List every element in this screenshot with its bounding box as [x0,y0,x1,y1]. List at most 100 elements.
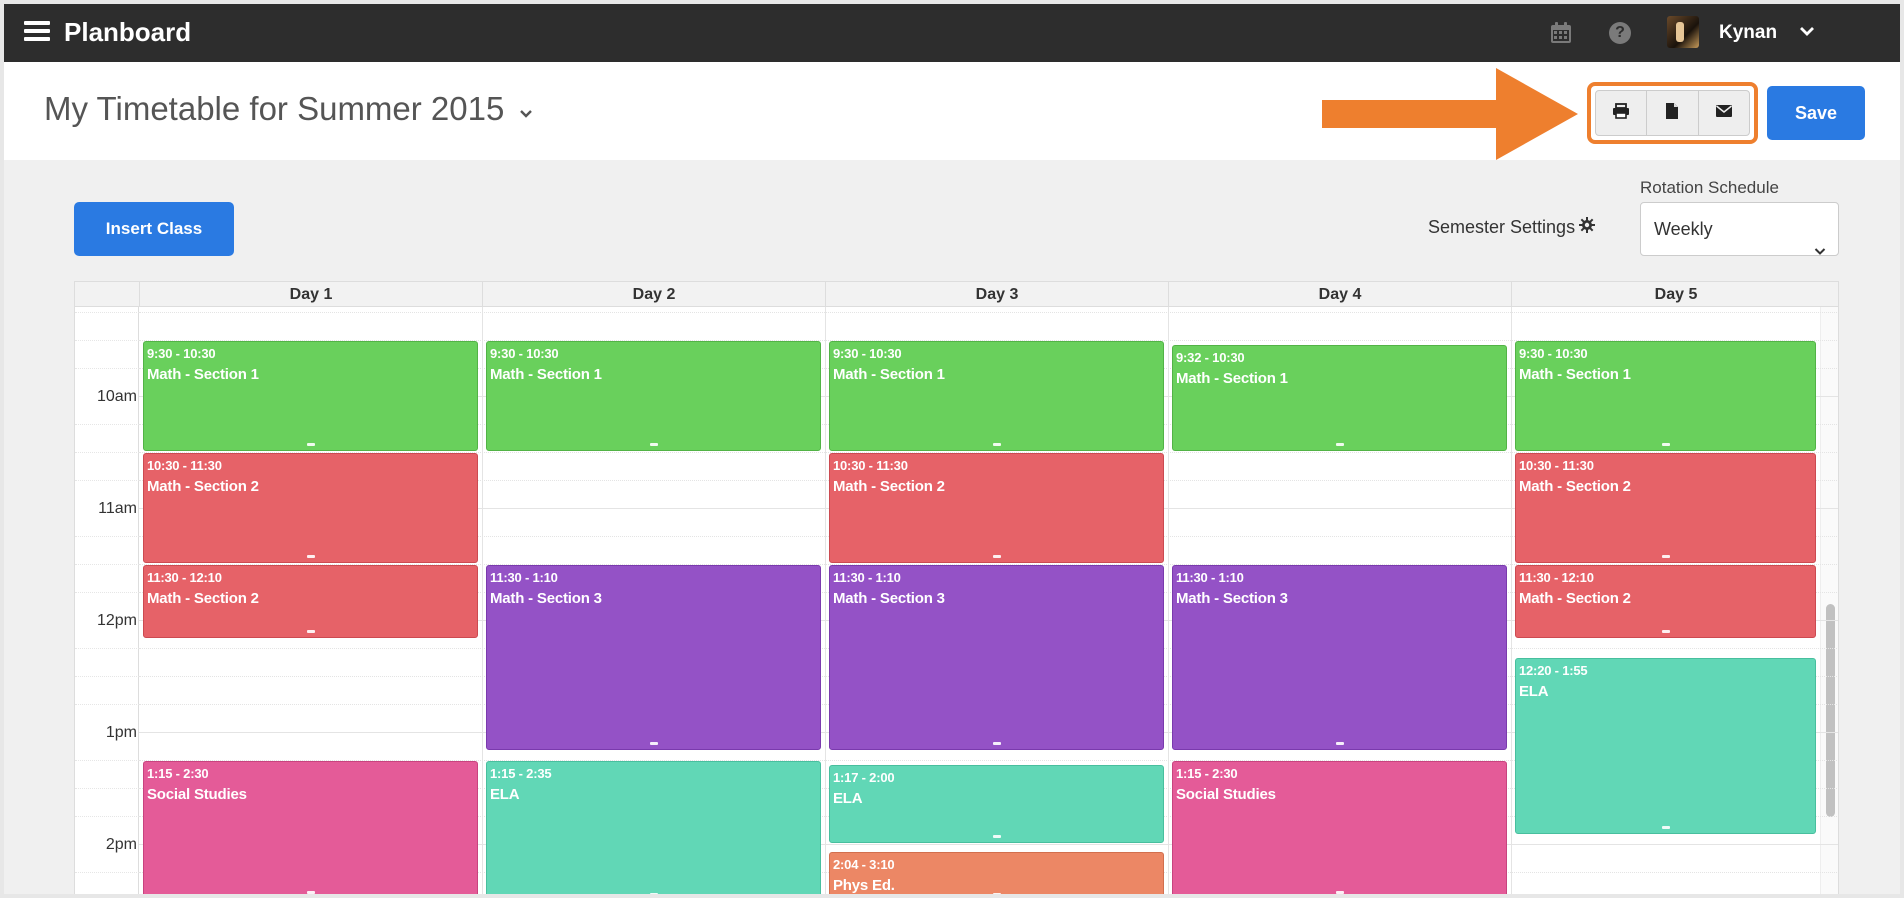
resize-handle[interactable] [992,555,1001,558]
export-button-group [1595,90,1750,136]
resize-handle[interactable] [992,892,1001,894]
page-title[interactable]: My Timetable for Summer 2015 [44,90,505,127]
day-header: Day 5 [1511,282,1838,307]
help-icon[interactable]: ? [1609,22,1631,44]
gutter-line [75,648,139,649]
resize-handle[interactable] [1335,891,1344,894]
chevron-down-icon[interactable] [519,106,533,124]
time-label: 10am [96,388,137,405]
scrollbar-thumb[interactable] [1826,604,1835,817]
class-block[interactable]: 1:15 - 2:30 Social Studies [1172,761,1507,894]
resize-handle[interactable] [306,629,315,633]
class-block[interactable]: 9:30 - 10:30 Math - Section 1 [143,341,478,451]
resize-handle[interactable] [1661,629,1670,633]
class-block[interactable]: 10:30 - 11:30 Math - Section 2 [829,453,1164,563]
class-block[interactable]: 1:15 - 2:35 ELA [486,761,821,894]
rotation-schedule-value: Weekly [1654,219,1713,239]
class-block[interactable]: 10:30 - 11:30 Math - Section 2 [143,453,478,563]
resize-handle[interactable] [1661,825,1670,829]
day-header: Day 3 [825,282,1168,307]
class-name: Phys Ed. [833,877,895,895]
class-block[interactable]: 11:30 - 1:10 Math - Section 3 [486,565,821,750]
resize-handle[interactable] [649,443,658,446]
user-name[interactable]: Kynan [1719,22,1778,43]
gutter-line [75,564,139,565]
time-label: 11am [98,500,137,517]
class-block[interactable]: 2:04 - 3:10 Phys Ed. [829,852,1164,895]
class-name: Math - Section 1 [833,366,945,383]
resize-handle[interactable] [649,893,658,894]
resize-handle[interactable] [306,443,315,446]
email-button[interactable] [1699,91,1749,135]
resize-handle[interactable] [649,741,658,745]
gutter-line [75,312,139,313]
gutter-line [75,340,139,341]
time-label: 1pm [105,724,137,741]
grid-line [139,312,1838,313]
document-icon [1665,102,1679,125]
class-block[interactable]: 12:20 - 1:55 ELA [1515,658,1816,834]
resize-handle[interactable] [992,834,1001,838]
class-name: Math - Section 2 [1519,478,1631,495]
class-time: 11:30 - 12:10 [1519,570,1594,585]
class-time: 9:32 - 10:30 [1176,349,1245,365]
grid-line [139,760,1838,761]
resize-handle[interactable] [1661,443,1670,446]
chevron-down-icon [1814,224,1826,276]
time-label: 2pm [105,836,137,853]
class-block[interactable]: 11:30 - 1:10 Math - Section 3 [1172,565,1507,750]
semester-settings-link[interactable]: Semester Settings [1428,217,1596,238]
class-block[interactable]: 11:30 - 1:10 Math - Section 3 [829,565,1164,750]
grid-line [139,340,1838,341]
time-gutter: 10am 11am 12pm 1pm 2pm [75,307,139,894]
resize-handle[interactable] [992,741,1001,745]
highlight-box [1587,82,1758,144]
class-name: Math - Section 1 [1519,366,1631,383]
class-name: ELA [490,786,520,803]
export-document-button[interactable] [1647,91,1699,135]
calendar-icon[interactable] [1549,21,1573,50]
resize-handle[interactable] [1335,741,1344,745]
avatar[interactable] [1667,16,1699,48]
class-block[interactable]: 11:30 - 12:10 Math - Section 2 [143,565,478,638]
rotation-schedule-label: Rotation Schedule [1640,178,1779,197]
class-block[interactable]: 9:30 - 10:30 Math - Section 1 [1515,341,1816,451]
rotation-schedule-select[interactable]: Weekly [1640,202,1839,256]
class-time: 9:30 - 10:30 [833,346,902,361]
print-button[interactable] [1596,91,1648,135]
gutter-line [75,592,139,593]
column-line [482,307,483,894]
insert-class-button[interactable]: Insert Class [74,202,234,256]
class-block[interactable]: 9:30 - 10:30 Math - Section 1 [486,341,821,451]
brand-logo[interactable]: Planboard [64,17,192,47]
chevron-down-icon[interactable] [1799,24,1815,42]
class-block[interactable]: 1:17 - 2:00 ELA [829,764,1164,843]
class-name: Math - Section 3 [490,590,602,607]
class-block[interactable]: 11:30 - 12:10 Math - Section 2 [1515,565,1816,638]
class-time: 11:30 - 12:10 [147,570,222,585]
class-time: 11:30 - 1:10 [490,570,558,585]
resize-handle[interactable] [1335,442,1344,446]
class-block[interactable]: 10:30 - 11:30 Math - Section 2 [1515,453,1816,563]
class-block[interactable]: 9:32 - 10:30 Math - Section 1 [1172,344,1507,451]
class-block[interactable]: 1:15 - 2:30 Social Studies [143,761,478,894]
day-header: Day 1 [139,282,482,307]
column-line [1511,307,1512,894]
day-header: Day 4 [1168,282,1511,307]
gutter-line [75,788,139,789]
menu-icon[interactable] [24,21,50,41]
column-line [1168,307,1169,894]
resize-handle[interactable] [992,443,1001,446]
class-time: 2:04 - 3:10 [833,857,895,873]
resize-handle[interactable] [306,555,315,558]
grid-line [139,564,1838,565]
save-button[interactable]: Save [1767,86,1865,140]
class-time: 9:30 - 10:30 [1519,346,1588,361]
class-time: 9:30 - 10:30 [490,346,559,361]
class-name: Math - Section 3 [833,590,945,607]
resize-handle[interactable] [1661,555,1670,558]
class-block[interactable]: 9:30 - 10:30 Math - Section 1 [829,341,1164,451]
time-label: 12pm [96,612,137,629]
top-bar: Planboard ? Kynan [4,4,1900,62]
resize-handle[interactable] [306,891,315,894]
